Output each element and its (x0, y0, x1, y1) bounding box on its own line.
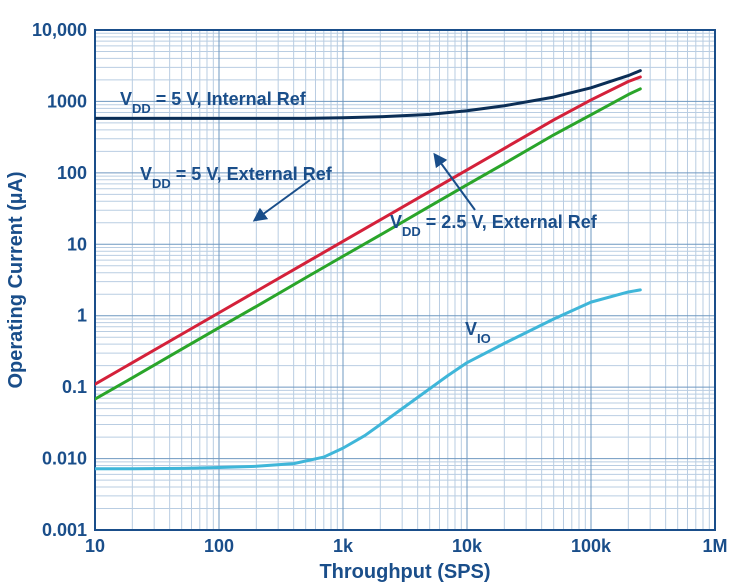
x-axis-title: Throughput (SPS) (319, 561, 490, 583)
y-tick-label: 0.001 (42, 520, 87, 540)
loglog-chart: 10 100 1k 10k 100k 1M 0.001 0.010 0.1 1 10 100 1000 1… (0, 0, 753, 585)
y-tick-label: 100 (57, 163, 87, 183)
x-tick-label: 100 (204, 536, 234, 556)
x-tick-label: 10k (452, 536, 483, 556)
x-tick-label: 100k (571, 536, 612, 556)
x-tick-label: 1k (333, 536, 354, 556)
y-tick-label: 1 (77, 306, 87, 326)
y-tick-label: 10,000 (32, 20, 87, 40)
y-tick-label: 0.1 (62, 377, 87, 397)
y-axis-title: Operating Current (µA) (5, 171, 27, 388)
y-tick-label: 0.010 (42, 449, 87, 469)
y-tick-label: 1000 (47, 91, 87, 111)
chart-container: 10 100 1k 10k 100k 1M 0.001 0.010 0.1 1 10 100 1000 1… (0, 0, 753, 585)
x-tick-label: 10 (85, 536, 105, 556)
x-tick-label: 1M (702, 536, 727, 556)
y-tick-label: 10 (67, 234, 87, 254)
